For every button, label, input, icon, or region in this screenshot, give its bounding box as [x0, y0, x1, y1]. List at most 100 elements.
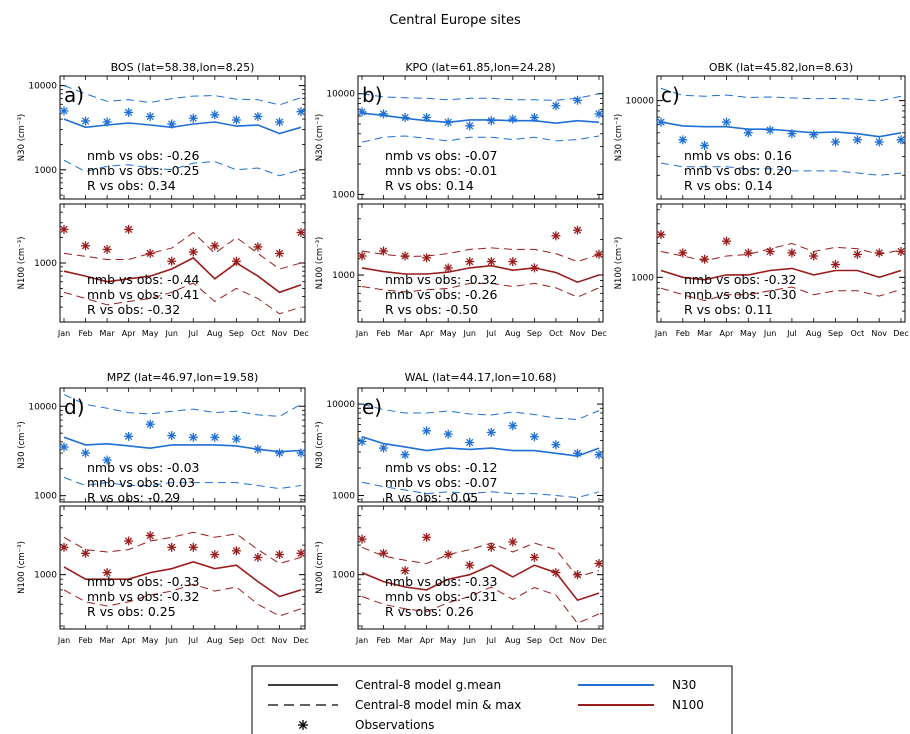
obs-point — [422, 113, 432, 122]
stat-line: R vs obs: -0.05 — [385, 490, 478, 505]
obs-asterisk-stroke — [595, 559, 603, 568]
obs-asterisk-stroke — [297, 108, 305, 116]
y-axis-label: N30 (cm⁻³) — [315, 421, 325, 468]
obs-point — [809, 251, 819, 261]
stat-line: mnb vs obs: -0.26 — [385, 287, 498, 302]
obs-asterisk-stroke — [875, 138, 883, 146]
obs-point — [81, 116, 90, 126]
stat-line: nmb vs obs: 0.16 — [684, 148, 792, 163]
legend-label-gmean: Central-8 model g.mean — [355, 678, 501, 692]
obs-point — [275, 248, 284, 258]
legend-label-n30: N30 — [672, 678, 696, 692]
obs-asterisk-stroke — [530, 113, 539, 122]
obs-point — [594, 249, 604, 259]
obs-point — [765, 125, 775, 135]
x-tick-label: Nov — [570, 636, 586, 645]
x-tick-label: Feb — [376, 329, 390, 338]
obs-point — [210, 550, 220, 560]
obs-point — [145, 248, 155, 258]
obs-asterisk-stroke — [466, 561, 474, 569]
x-tick-label: Sep — [527, 636, 542, 645]
legend-label-n100: N100 — [672, 698, 704, 712]
x-tick-label: Mar — [100, 636, 116, 645]
x-tick-label: Mar — [398, 636, 414, 645]
series-gmean-line — [361, 564, 600, 602]
series-gmean-line — [63, 256, 302, 294]
series-gmean-line — [361, 435, 600, 457]
obs-point — [124, 431, 134, 441]
obs-point — [188, 247, 198, 257]
series-min-line — [63, 159, 302, 177]
obs-point — [81, 241, 90, 251]
obs-point — [422, 532, 432, 542]
obs-asterisk-stroke — [897, 136, 905, 144]
obs-asterisk-stroke — [168, 257, 176, 265]
obs-asterisk-stroke — [211, 433, 219, 441]
obs-asterisk-stroke — [509, 257, 517, 266]
obs-asterisk-stroke — [275, 249, 284, 258]
obs-point — [743, 248, 753, 258]
x-tick-label: Jun — [164, 329, 178, 338]
y-axis-label: N100 (cm⁻³) — [614, 237, 624, 290]
y-axis-label: N100 (cm⁻³) — [17, 541, 27, 594]
plot-frame — [357, 203, 604, 323]
obs-point — [465, 560, 475, 570]
x-tick-label: Dec — [591, 329, 606, 338]
obs-asterisk-stroke — [358, 252, 366, 260]
obs-point — [275, 448, 284, 458]
x-tick-label: Oct — [549, 329, 563, 338]
obs-asterisk-stroke — [444, 118, 452, 126]
obs-point — [59, 224, 69, 234]
site-title: KPO (lat=61.85,lon=24.28) — [405, 61, 555, 74]
obs-asterisk-stroke — [103, 456, 111, 464]
x-tick-label: May — [440, 329, 457, 338]
x-tick-label: Jul — [187, 636, 198, 645]
series-gmean-line — [660, 267, 902, 281]
obs-point — [124, 224, 134, 234]
series-min-line — [361, 481, 600, 499]
obs-point — [443, 550, 453, 560]
obs-point — [379, 246, 388, 256]
obs-point — [296, 548, 306, 558]
obs-point — [379, 548, 388, 558]
obs-point — [124, 536, 134, 546]
x-tick-label: Jun — [164, 636, 178, 645]
obs-point — [379, 443, 388, 453]
obs-asterisk-stroke — [358, 437, 366, 446]
obs-asterisk-stroke — [254, 112, 262, 121]
y-tick-label: 1000 — [332, 190, 355, 200]
x-tick-label: Sep — [229, 636, 244, 645]
obs-asterisk-stroke — [487, 428, 495, 437]
obs-point — [253, 242, 263, 252]
obs-point — [188, 113, 198, 123]
obs-point — [486, 542, 496, 552]
stat-line: mnb vs obs: 0.03 — [87, 475, 195, 490]
obs-asterisk-stroke — [679, 136, 687, 144]
x-tick-label: Aug — [505, 636, 521, 645]
obs-asterisk-stroke — [530, 264, 539, 272]
series-gmean-line — [63, 561, 302, 598]
y-tick-label: 1000 — [34, 571, 57, 581]
obs-asterisk-stroke — [552, 568, 560, 577]
plot-frame — [59, 387, 306, 503]
obs-point — [422, 253, 432, 263]
stat-line: mnb vs obs: -0.25 — [87, 163, 200, 178]
stat-line: R vs obs: 0.14 — [385, 178, 474, 193]
obs-asterisk-stroke — [509, 538, 517, 546]
obs-point — [296, 107, 306, 117]
obs-point — [551, 440, 561, 450]
obs-asterisk-stroke — [657, 230, 665, 239]
obs-asterisk-stroke — [509, 115, 517, 123]
x-tick-label: Apr — [122, 636, 137, 645]
y-axis-label: N30 (cm⁻³) — [17, 421, 27, 468]
obs-point — [573, 95, 582, 105]
obs-point — [443, 429, 453, 439]
y-axis-label: N30 (cm⁻³) — [17, 114, 27, 161]
obs-asterisk-stroke — [700, 255, 709, 263]
obs-asterisk-stroke — [897, 247, 905, 256]
obs-point — [656, 117, 666, 127]
obs-asterisk-stroke — [60, 543, 68, 551]
obs-asterisk-stroke — [401, 113, 409, 122]
